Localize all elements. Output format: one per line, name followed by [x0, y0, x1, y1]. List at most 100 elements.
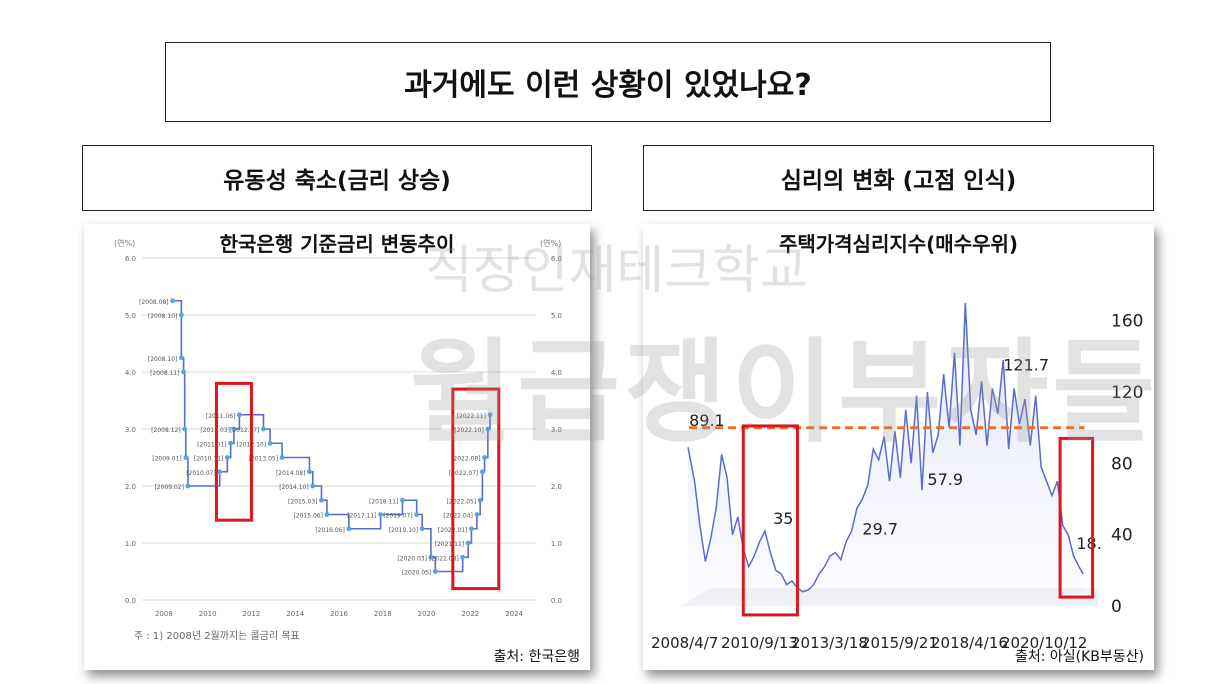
rate-point: [482, 455, 487, 460]
rate-point: [324, 512, 330, 517]
rate-point: [414, 512, 420, 517]
y-axis-label: (연%): [114, 239, 135, 248]
y-tick-label: 1.0: [125, 540, 136, 548]
rate-point: [279, 455, 285, 460]
rate-point: [477, 497, 483, 503]
x-tick-label: 2015/9/21: [861, 634, 938, 652]
rate-point-label: [2014.08]: [276, 470, 306, 477]
sentiment-index-chart: 0 40 80 120 160 89.1 35 29.7 57.9 121.7 18. 2008/4/…: [651, 302, 1143, 652]
rate-point: [378, 512, 383, 517]
y-tick-label: 6.0: [125, 255, 136, 263]
rate-point-label: [2008.10]: [148, 313, 178, 320]
y2-tick-label: 6.0: [551, 255, 562, 263]
x-tick-label: 2020/10/12: [1001, 634, 1087, 652]
rate-point: [469, 526, 474, 532]
rate-point-label: [2020.05]: [402, 570, 432, 577]
rate-point-label: [2014.10]: [279, 484, 309, 491]
rate-point: [228, 440, 234, 446]
rate-point-label: [2022.08]: [451, 456, 481, 463]
chart-title: 한국은행 기준금리 변동추이: [219, 232, 455, 256]
rate-point-label: [2010.07]: [186, 470, 216, 477]
highlight-box: [741, 424, 799, 617]
y-tick-label: 3.0: [125, 426, 136, 434]
rate-point-label: [2010.11]: [194, 456, 224, 463]
y2-axis-label: (연%): [540, 239, 561, 248]
interest-rate-chart-panel: 0.0 0.0 1.0 1.0 2.0 2.0 3.0 3.0 4.0 4.0 5.0 5.0 6.0 6…: [84, 224, 590, 670]
x-tick-label: 2013/3/18: [791, 634, 868, 652]
y2-tick-label: 0.0: [551, 597, 562, 605]
rate-point: [487, 412, 493, 418]
rate-point: [170, 298, 176, 304]
x-tick-label: 2018/4/16: [931, 634, 1008, 652]
y-tick-label: 80: [1111, 454, 1133, 474]
rate-point: [181, 369, 186, 375]
rate-point-label: [2019.10]: [389, 527, 419, 534]
y-tick-label: 2.0: [125, 483, 136, 491]
y2-tick-label: 2.0: [551, 483, 562, 491]
x-tick-label: 2008/4/7: [651, 634, 718, 652]
rate-point-label: [2021.08]: [429, 555, 459, 562]
rate-point: [261, 426, 266, 432]
page-title: 과거에도 이런 상황이 있었나요?: [165, 42, 1051, 122]
y-tick-label: 4.0: [125, 369, 136, 377]
rate-point-label: [2013.05]: [249, 456, 278, 463]
rate-point: [419, 526, 425, 532]
source-label: 출처: 아실(KB부동산): [1014, 649, 1144, 665]
rate-point-label: [2009.02]: [154, 484, 184, 491]
rate-point: [428, 554, 434, 560]
rate-point: [182, 426, 188, 432]
rate-point-label: [2008.11]: [150, 370, 180, 377]
rate-point-label: [2008.10]: [148, 356, 178, 363]
interest-rate-chart: 0.0 0.0 1.0 1.0 2.0 2.0 3.0 3.0 4.0 4.0 5.0 5.0 6.0 6…: [114, 239, 562, 618]
value-annotation: 121.7: [1003, 356, 1049, 375]
rate-point: [432, 569, 438, 574]
rate-point: [460, 554, 466, 560]
x-tick-label: 2022: [461, 610, 479, 618]
rate-point: [267, 440, 273, 446]
x-tick-label: 2012: [243, 610, 261, 618]
value-annotation: 89.1: [689, 411, 725, 430]
x-tick-label: 2024: [505, 610, 523, 618]
left-section-header: 유동성 축소(금리 상승): [82, 145, 592, 211]
rate-step-line: [172, 299, 491, 573]
rate-point: [310, 483, 316, 489]
rate-point: [319, 497, 324, 503]
rate-point: [307, 469, 312, 475]
x-tick-label: 2010: [199, 610, 217, 618]
y-tick-label: 0: [1111, 597, 1122, 617]
rate-point-label: [2022.07]: [449, 470, 479, 477]
rate-point-label: [2019.07]: [383, 513, 413, 520]
rate-point: [224, 455, 230, 460]
sentiment-index-chart-panel: 0 40 80 120 160 89.1 35 29.7 57.9 121.7 18. 2008/4/…: [643, 224, 1154, 670]
value-annotation: 57.9: [927, 470, 963, 489]
y-tick-label: 120: [1111, 383, 1143, 403]
x-tick-label: 2010/9/13: [721, 634, 798, 652]
rate-point-label: [2015.06]: [293, 513, 323, 520]
y2-tick-label: 3.0: [551, 426, 562, 434]
y2-tick-label: 1.0: [551, 540, 562, 548]
y2-tick-label: 5.0: [551, 312, 562, 320]
rate-point: [185, 483, 191, 489]
y-tick-label: 40: [1111, 526, 1133, 546]
rate-point: [479, 469, 485, 475]
rate-point-label: [2008.12]: [151, 427, 181, 434]
y-tick-label: 5.0: [125, 312, 136, 320]
rate-point: [400, 497, 405, 503]
rate-point: [346, 526, 352, 532]
highlight-box: [451, 387, 501, 591]
rate-point-label: [2015.03]: [288, 498, 318, 505]
rate-point-label: [2012.07]: [230, 427, 260, 434]
y-tick-label: 160: [1111, 312, 1143, 332]
y2-tick-label: 4.0: [551, 369, 562, 377]
value-annotation: 29.7: [862, 520, 898, 539]
chart-title: 주택가격심리지수(매수우위): [778, 232, 1019, 256]
x-tick-label: 2014: [286, 610, 304, 618]
rate-point-label: [2009.01]: [152, 456, 182, 463]
rate-point-label: [2018.11]: [369, 498, 399, 505]
rate-point-label: [2020.03]: [397, 555, 427, 562]
rate-point-label: [2022.04]: [443, 513, 473, 520]
rate-point-label: [2022.05]: [447, 498, 477, 505]
rate-point: [465, 540, 471, 546]
value-annotation: 18.: [1076, 534, 1101, 553]
rate-point: [179, 355, 184, 361]
